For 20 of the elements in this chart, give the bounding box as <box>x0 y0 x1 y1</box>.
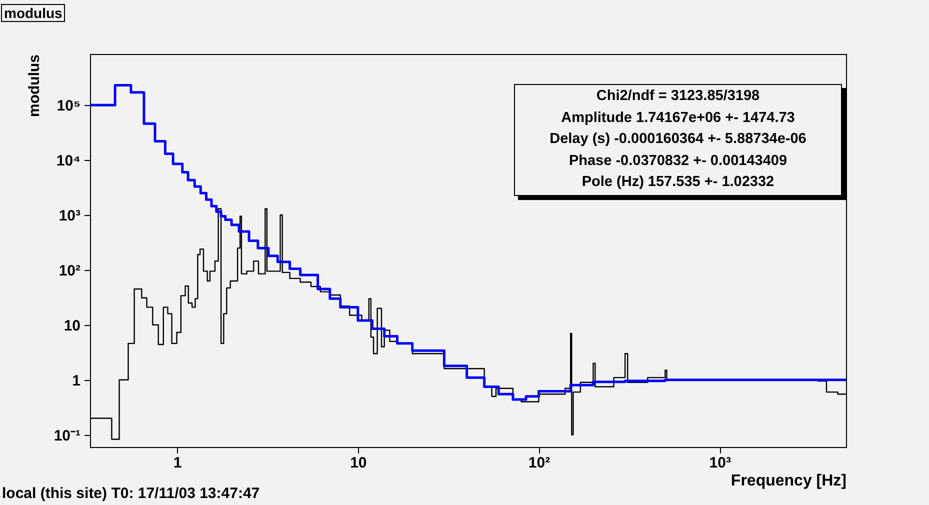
y-tick-label: 10³ <box>58 207 80 224</box>
annotation: Pole (Hz) 157.535 +- 1.02332 <box>580 173 776 192</box>
x-tick-label: 10 <box>350 454 367 472</box>
y-tick-label: 10⁻¹ <box>54 427 80 444</box>
chart-title: modulus <box>1 4 66 22</box>
y-tick-label: 10 <box>64 317 80 334</box>
annotation: Chi2/ndf = 3123.85/3198 <box>595 87 761 106</box>
y-tick-label: 10² <box>58 262 80 280</box>
annotation: Phase -0.0370832 +- 0.00143409 <box>568 152 788 170</box>
y-axis-title: modulus <box>26 54 43 117</box>
x-tick-label: 10² <box>528 454 550 472</box>
x-tick-label: 1 <box>173 454 182 472</box>
y-tick-label: 10⁵ <box>56 98 80 115</box>
y-tick-label: 1 <box>72 372 80 390</box>
y-tick-label: 10⁴ <box>56 152 80 170</box>
text: local (this site) T0: 17/11/03 13:47:47 <box>2 485 260 502</box>
annotation: Amplitude 1.74167e+06 +- 1474.73 <box>560 108 796 128</box>
annotation: Delay (s) -0.000160364 +- 5.88734e-06 <box>548 130 808 149</box>
x-tick-label: 10³ <box>709 454 731 472</box>
x-axis-title: Frequency [Hz] <box>730 472 846 490</box>
